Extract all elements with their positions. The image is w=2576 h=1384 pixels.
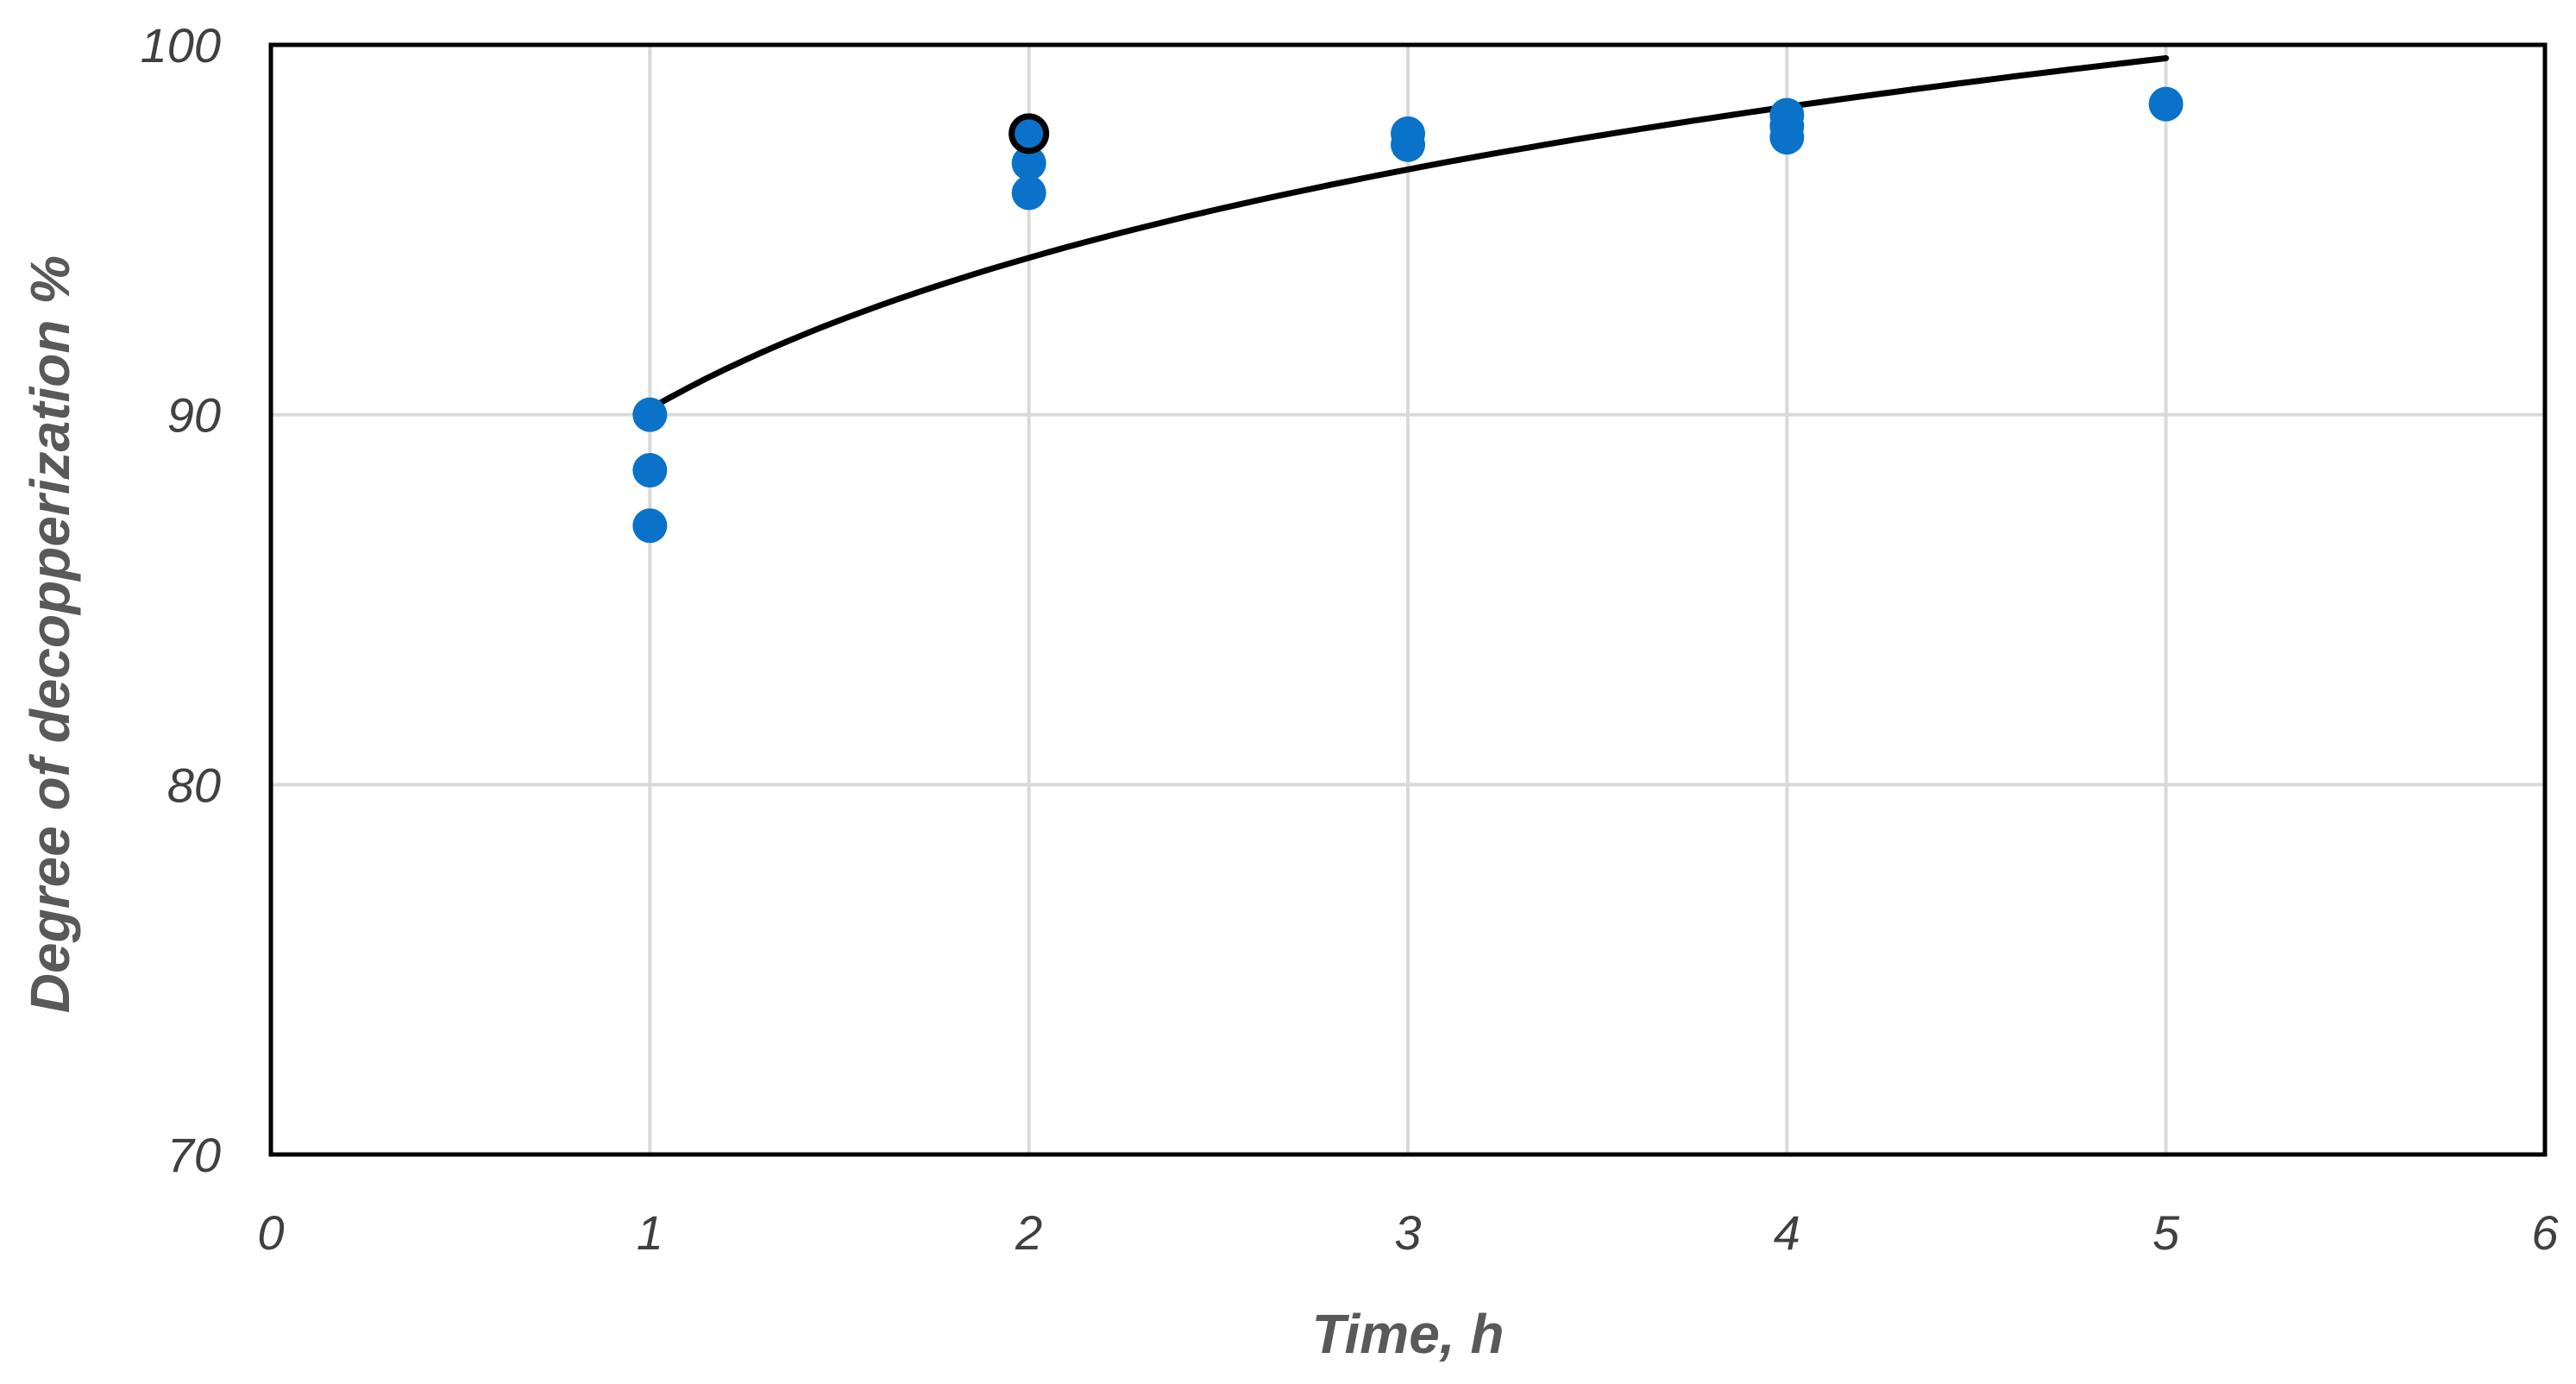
data-point: [632, 397, 668, 432]
y-tick-label: 100: [141, 18, 221, 72]
x-axis-title: Time, h: [1312, 1303, 1505, 1365]
y-tick-label: 80: [167, 758, 221, 812]
data-point: [632, 508, 668, 544]
data-point: [1391, 127, 1425, 162]
plot-area-border: [268, 42, 2548, 1157]
highlighted-data-point: [1008, 113, 1050, 154]
x-tick-label: 2: [1015, 1205, 1042, 1260]
x-tick-label: 1: [637, 1205, 663, 1260]
data-point: [632, 452, 668, 488]
x-tick-label: 3: [1394, 1205, 1421, 1260]
data-points: [632, 86, 2183, 544]
y-tick-label: 70: [167, 1128, 221, 1182]
y-axis-ticks: 70 80 90 100: [141, 18, 221, 1182]
data-point: [2148, 86, 2183, 122]
x-axis-ticks: 0 1 2 3 4 5 6: [257, 1205, 2559, 1260]
x-tick-label: 0: [257, 1205, 284, 1260]
x-tick-label: 5: [2152, 1205, 2180, 1260]
x-tick-label: 6: [2531, 1205, 2559, 1260]
gridlines: [271, 45, 2545, 1154]
y-tick-label: 90: [167, 388, 221, 443]
y-axis-title: Degree of decopperization %: [19, 255, 81, 1013]
data-point: [1011, 175, 1046, 211]
x-tick-label: 4: [1774, 1205, 1800, 1260]
trendline: [646, 55, 2170, 412]
data-point: [1769, 120, 1805, 155]
data-point: [1011, 146, 1046, 181]
